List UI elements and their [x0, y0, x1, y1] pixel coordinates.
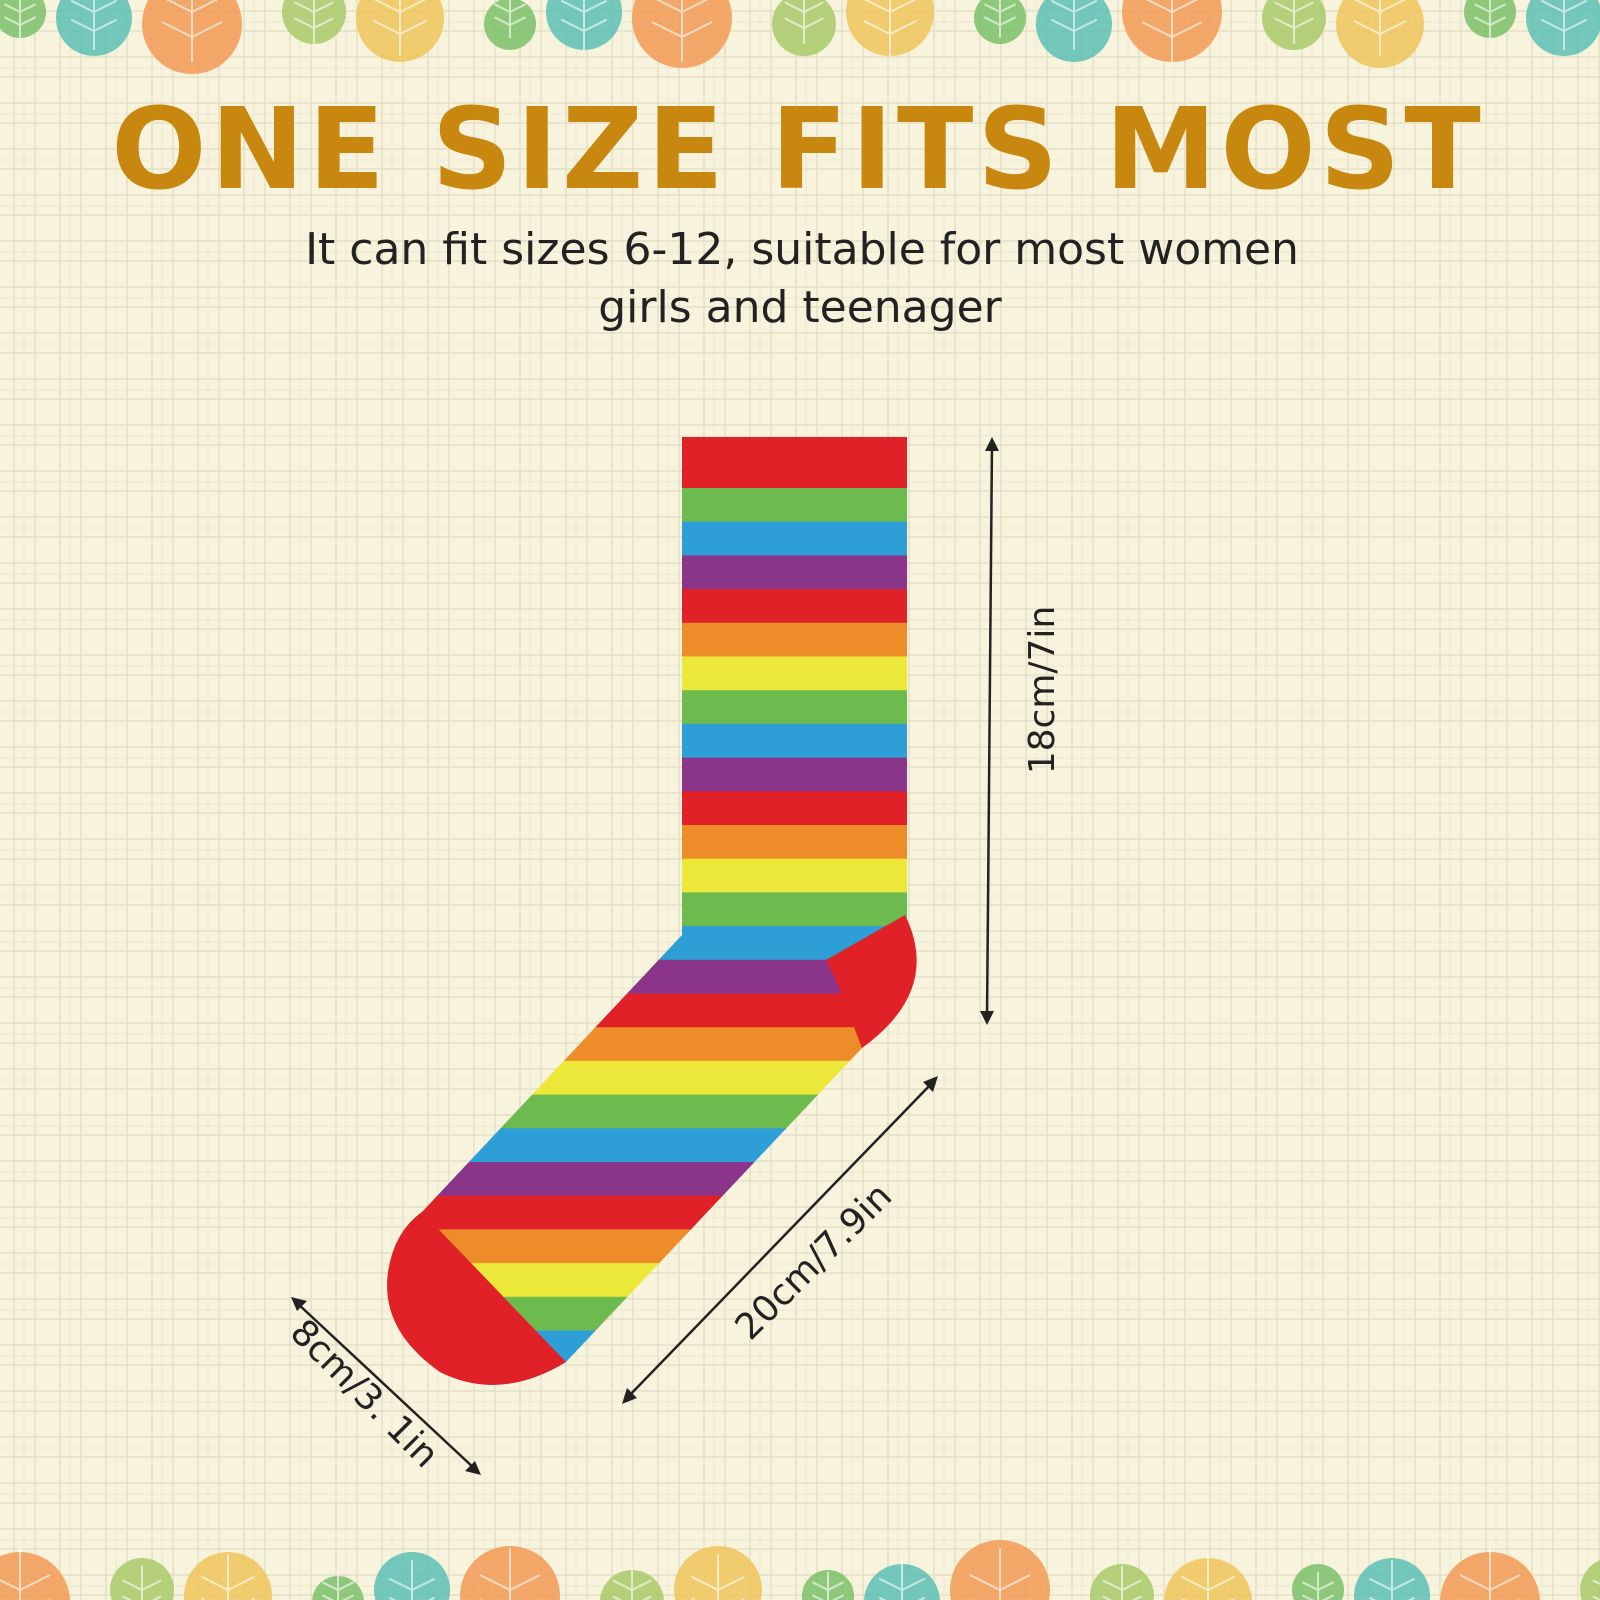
yarn-ball — [312, 1572, 364, 1600]
yarn-ball — [546, 0, 622, 50]
yarn-lines — [983, 0, 1017, 38]
yarn-ball — [772, 0, 836, 56]
yarn-lines — [201, 1554, 255, 1600]
yarn-ball — [374, 1552, 450, 1600]
yarn-ball — [846, 0, 934, 56]
arrow-line — [296, 1302, 476, 1470]
yarn-lines — [1274, 0, 1314, 44]
yarn-lines — [1141, 0, 1203, 62]
yarn-ball — [950, 1540, 1050, 1600]
yarn-lines — [1540, 0, 1588, 50]
yarn-lines — [294, 0, 334, 44]
subtitle-line: It can fit sizes 6-12, suitable for most… — [305, 224, 1299, 275]
yarn-ball — [0, 0, 46, 38]
yarn-lines — [1301, 1572, 1335, 1600]
yarn-ball — [1122, 0, 1222, 62]
yarn-ball — [674, 1546, 762, 1600]
yarn-lines — [1368, 1560, 1416, 1600]
yarn-circle — [1580, 1560, 1600, 1600]
yarn-ball — [974, 0, 1026, 44]
yarn-lines — [1353, 0, 1407, 56]
yarn-ball — [56, 0, 132, 56]
yarn-lines — [691, 1554, 745, 1600]
arrow-line — [626, 1081, 934, 1399]
title: ONE SIZE FITS MOST — [111, 85, 1484, 215]
yarn-ball — [864, 1560, 940, 1600]
yarn-lines — [388, 1560, 436, 1600]
yarn-ball — [484, 0, 536, 50]
dimension-arrows — [291, 437, 999, 1475]
yarn-ball — [1164, 1554, 1252, 1600]
yarn-ball — [1262, 0, 1326, 50]
yarn-lines — [560, 0, 608, 50]
subtitle-line: girls and teenager — [598, 282, 1002, 333]
yarn-circle — [0, 0, 46, 38]
yarn-ball — [1464, 0, 1516, 38]
yarn-lines — [811, 1572, 845, 1600]
yarn-lines — [1459, 1548, 1521, 1600]
yarn-ball — [1526, 0, 1600, 56]
yarn-ball — [282, 0, 346, 44]
yarn-lines — [878, 1560, 926, 1600]
yarn-lines — [784, 0, 824, 44]
arrow-line — [985, 443, 994, 1019]
yarn-ball — [0, 1548, 70, 1600]
yarn-lines — [1050, 0, 1098, 50]
yarn-ball — [184, 1552, 272, 1600]
yarn-lines — [651, 0, 713, 62]
yarn-lines — [70, 0, 118, 50]
yarn-ball — [356, 0, 444, 62]
yarn-lines — [161, 0, 223, 62]
yarn-lines — [321, 1572, 355, 1600]
yarn-ball — [110, 1558, 174, 1600]
yarn-ball — [460, 1546, 560, 1600]
yarn-ball — [1090, 1564, 1154, 1600]
yarn-lines — [0, 1548, 51, 1600]
yarn-lines — [373, 0, 427, 56]
yarn-lines — [479, 1548, 541, 1600]
yarn-ball — [142, 0, 242, 74]
yarn-ball — [1440, 1548, 1540, 1600]
yarn-ball — [632, 0, 732, 68]
sock-toe — [387, 1212, 566, 1385]
yarn-lines — [3, 0, 37, 38]
yarn-ball — [1354, 1558, 1430, 1600]
yarn-lines — [863, 0, 917, 56]
yarn-lines — [969, 1548, 1031, 1600]
yarn-lines — [493, 0, 527, 38]
yarn-ball — [1036, 0, 1112, 62]
sock-heel — [826, 915, 917, 1048]
yarn-lines — [1473, 0, 1507, 38]
yarn-lines — [1181, 1554, 1235, 1600]
yarn-ball — [1336, 0, 1424, 68]
leg-height-label: 18cm/7in — [1022, 606, 1063, 775]
yarn-ball — [1292, 1564, 1344, 1600]
yarn-ball — [802, 1570, 854, 1600]
